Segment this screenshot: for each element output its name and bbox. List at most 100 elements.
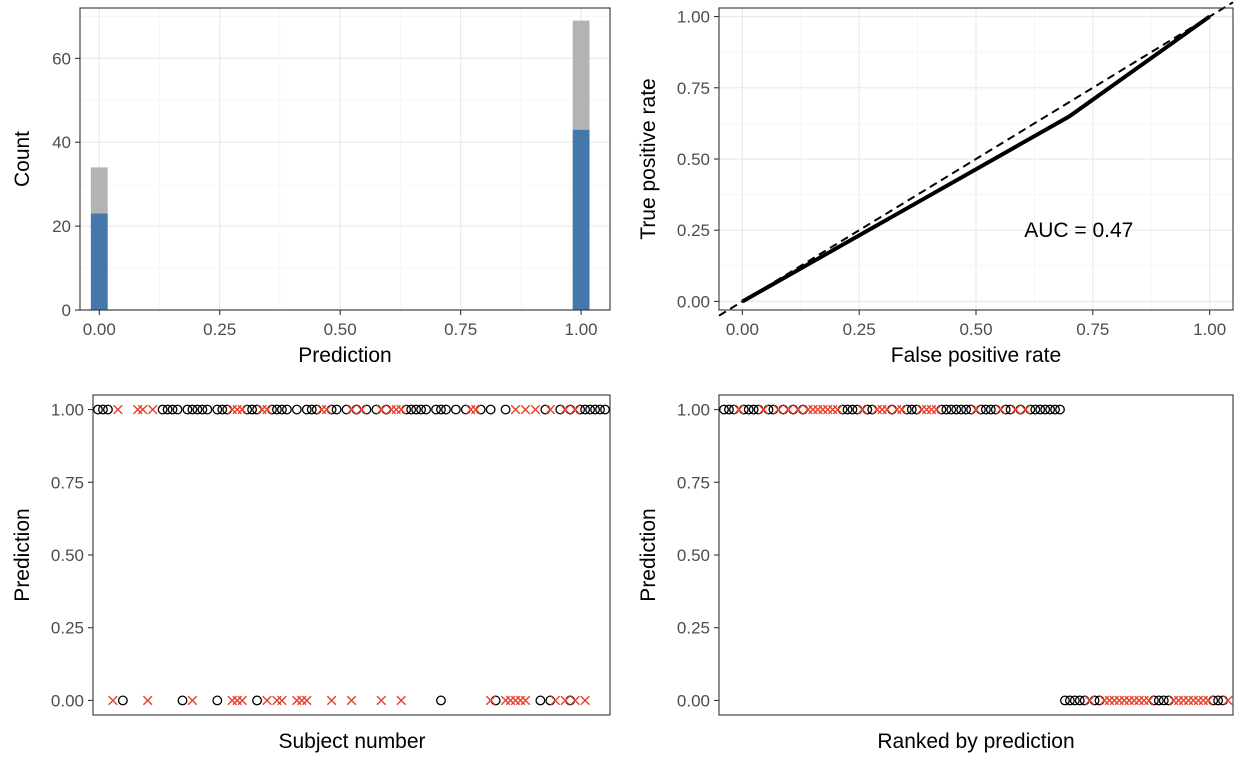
subject-point-circle — [440, 404, 451, 415]
ranked-point-circle — [1059, 695, 1070, 706]
histogram-y-axis-title: Count — [11, 131, 34, 187]
subject-point-cross — [470, 404, 481, 415]
ranked-point-cross — [926, 404, 937, 415]
subject-point-cross — [520, 404, 531, 415]
subject-point-cross — [262, 695, 272, 706]
histogram-bar-upper — [572, 20, 590, 130]
roc-x-tick-label: 1.00 — [1193, 320, 1226, 339]
subject-point-cross — [346, 404, 357, 415]
subject-point-cross — [510, 404, 521, 415]
subject-point-cross — [500, 695, 511, 706]
subject-point-circle — [411, 404, 422, 415]
subject-point-circle — [311, 404, 322, 415]
ranked-point-circle — [1158, 695, 1169, 706]
subject-point-circle — [192, 404, 203, 415]
ranked-point-cross — [793, 404, 803, 415]
subject-point-cross — [108, 695, 118, 706]
subject-point-circle — [436, 695, 446, 706]
subject-point-cross — [570, 404, 580, 415]
ranked-point-circle — [743, 404, 754, 415]
subject-point-circle — [276, 404, 287, 415]
subject-point-cross — [296, 695, 307, 706]
ranked-point-circle — [1074, 695, 1085, 706]
ranked-point-cross — [783, 404, 794, 415]
subject-point-circle — [167, 404, 178, 415]
subject-point-circle — [217, 404, 228, 415]
ranked-point-cross — [872, 404, 882, 415]
ranked-point-circle — [778, 404, 789, 415]
subject-point-circle — [291, 404, 302, 415]
subject-point-circle — [212, 404, 223, 415]
subject-y-axis-title: Prediction — [11, 508, 34, 601]
ranked-point-circle — [1015, 404, 1026, 415]
roc-y-tick-label: 0.25 — [677, 221, 710, 240]
subject-point-circle — [460, 404, 471, 415]
subject-point-circle — [306, 404, 317, 415]
subject-point-cross — [316, 404, 327, 415]
roc-lines — [718, 1, 1234, 317]
histogram-border — [79, 7, 611, 311]
subject-point-circle — [157, 404, 168, 415]
subject-point-circle — [565, 695, 576, 706]
ranked-y-tick-label: 0.50 — [677, 546, 710, 565]
ranked-point-circle — [956, 404, 967, 415]
subject-point-cross — [560, 695, 571, 706]
subject-y-tick-label: 1.00 — [51, 401, 84, 420]
histogram-x-tick-label: 0.75 — [444, 320, 477, 339]
histogram-x-tick-label: 0.50 — [324, 320, 357, 339]
subject-point-circle — [416, 404, 427, 415]
ranked-point-cross — [921, 404, 932, 415]
subject-point-circle — [301, 404, 312, 415]
ranked-point-cross — [813, 404, 823, 415]
subject-point-cross — [227, 404, 238, 415]
subject-point-cross — [142, 695, 153, 706]
subject-points — [93, 404, 610, 706]
ranked-point-circle — [980, 404, 991, 415]
subject-point-circle — [595, 404, 605, 415]
ranked-point-cross — [808, 404, 818, 415]
ranked-point-circle — [985, 404, 996, 415]
ranked-point-cross — [758, 404, 769, 415]
subject-point-cross — [376, 404, 387, 415]
ranked-point-circle — [788, 404, 799, 415]
subject-point-circle — [102, 404, 113, 415]
subject-point-cross — [545, 404, 556, 415]
subject-point-circle — [331, 404, 342, 415]
histogram-bars — [90, 20, 590, 310]
subject-point-cross — [232, 695, 242, 706]
roc-y-tick-label: 1.00 — [677, 8, 710, 27]
subject-point-cross — [232, 404, 242, 415]
ranked-point-circle — [1069, 695, 1080, 706]
ranked-y-tick-label: 0.00 — [677, 691, 710, 710]
ranked-point-cross — [1173, 695, 1184, 706]
subject-point-cross — [396, 404, 407, 415]
ranked-point-cross — [1193, 695, 1204, 706]
subject-point-cross — [187, 695, 198, 706]
subject-point-circle — [436, 404, 446, 415]
subject-point-circle — [271, 404, 282, 415]
subject-point-cross — [301, 695, 312, 706]
subject-point-cross — [465, 404, 476, 415]
subject-point-cross — [113, 404, 123, 415]
histogram-panel: 0 20 40 60 0.00 0.25 0.50 0.75 1.00 Prediction C… — [11, 7, 611, 367]
subject-y-tick-label: 0.00 — [51, 691, 84, 710]
ranked-point-cross — [1134, 695, 1144, 706]
roc-x-tick-label: 0.75 — [1076, 320, 1109, 339]
ranked-point-circle — [1055, 404, 1065, 415]
ranked-point-cross — [931, 404, 942, 415]
subject-point-cross — [485, 695, 496, 706]
subject-point-cross — [376, 695, 387, 706]
subject-point-cross — [386, 404, 397, 415]
roc-y-tick-label: 0.75 — [677, 79, 710, 98]
ranked-point-cross — [1183, 695, 1194, 706]
ranked-point-circle — [1030, 404, 1041, 415]
ranked-point-cross — [1010, 404, 1021, 415]
subject-point-cross — [147, 404, 158, 415]
ranked-point-circle — [842, 404, 853, 415]
subject-point-circle — [490, 695, 501, 706]
subject-point-circle — [351, 404, 362, 415]
ranked-point-cross — [1223, 695, 1233, 706]
ranked-y-tick-label: 0.25 — [677, 619, 710, 638]
ranked-point-cross — [832, 404, 843, 415]
ranked-point-cross — [971, 404, 981, 415]
